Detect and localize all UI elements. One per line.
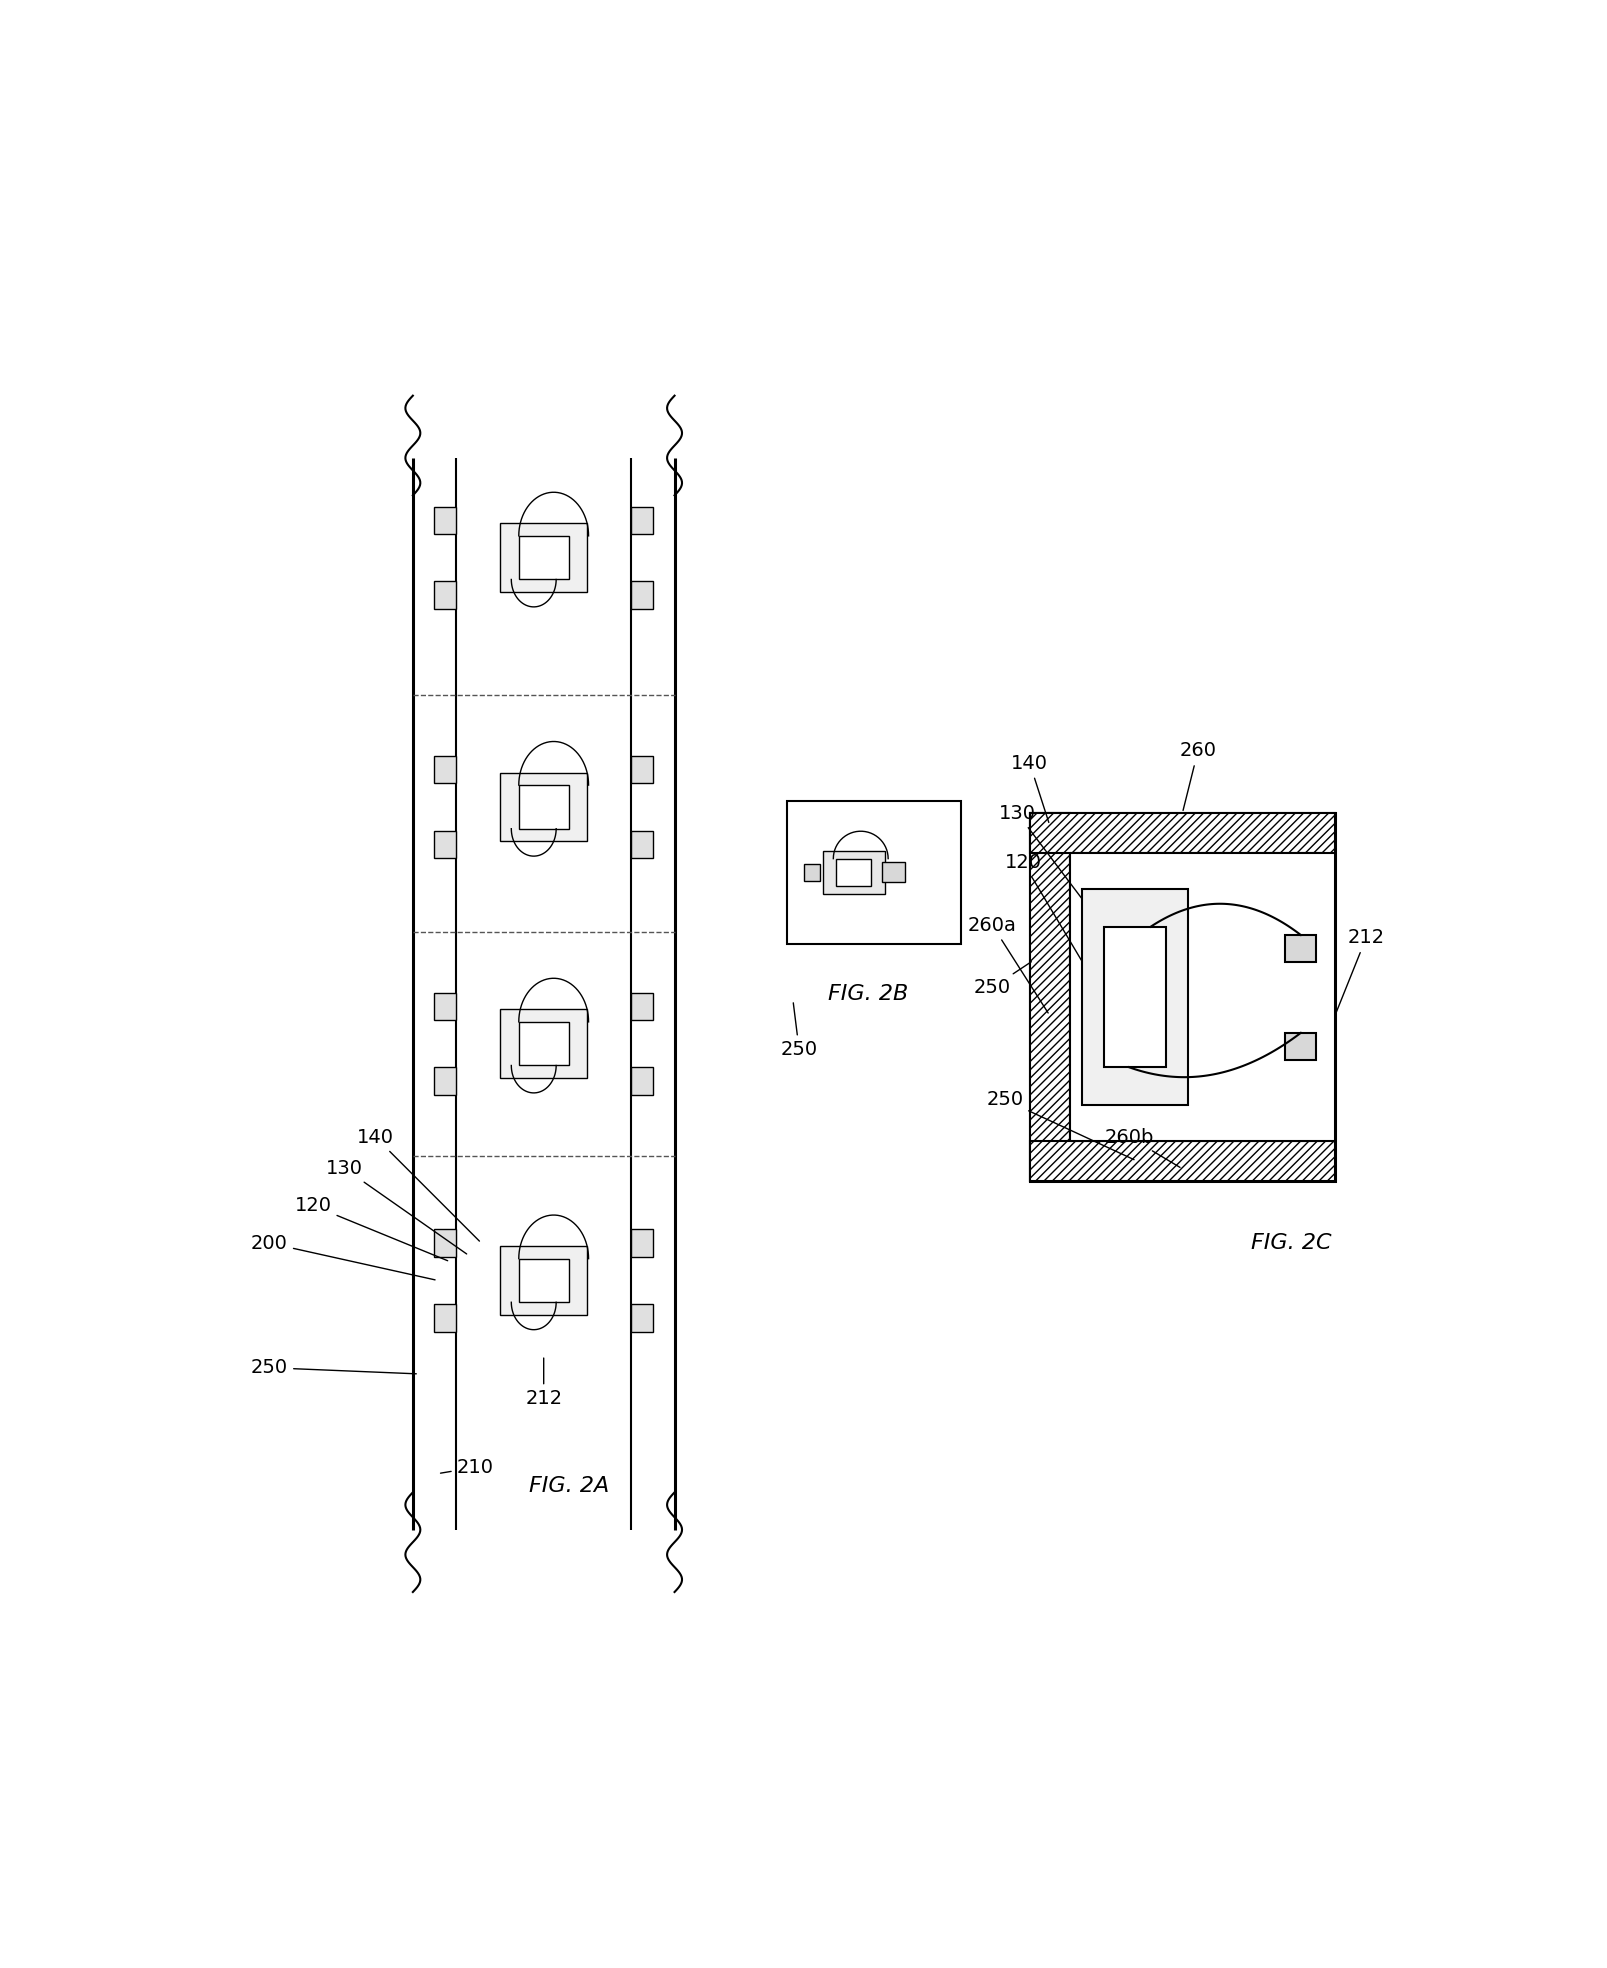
Text: 212: 212 [525, 1358, 562, 1409]
Text: 200: 200 [251, 1234, 435, 1279]
Bar [1284, 935, 1316, 962]
Bar [1028, 1141, 1334, 1181]
Bar [630, 756, 652, 783]
Bar [823, 850, 884, 893]
Text: 260b: 260b [1104, 1128, 1180, 1167]
Text: 120: 120 [1004, 854, 1101, 994]
Text: 130: 130 [326, 1159, 466, 1254]
Bar [434, 756, 456, 783]
Text: 140: 140 [1011, 754, 1048, 823]
Text: 260: 260 [1178, 742, 1216, 811]
Bar [630, 581, 652, 608]
Bar [1284, 1033, 1316, 1061]
Bar [519, 785, 569, 829]
Bar [1082, 890, 1188, 1104]
Text: 140: 140 [357, 1128, 479, 1242]
Text: 250: 250 [251, 1358, 416, 1378]
Text: 130: 130 [998, 803, 1133, 966]
Bar [630, 1230, 652, 1258]
Text: 250: 250 [779, 1004, 818, 1059]
Bar [786, 801, 961, 945]
Text: FIG. 2C: FIG. 2C [1250, 1234, 1331, 1254]
Bar [519, 535, 569, 579]
Bar [1028, 813, 1334, 852]
Bar [519, 1260, 569, 1303]
Bar [500, 523, 587, 592]
Bar [630, 1067, 652, 1094]
Text: FIG. 2B: FIG. 2B [828, 984, 908, 1004]
Bar [1028, 813, 1334, 1181]
Text: 250: 250 [985, 1090, 1133, 1159]
Bar [434, 581, 456, 608]
Text: FIG. 2A: FIG. 2A [529, 1476, 609, 1496]
Bar [1028, 813, 1069, 1181]
Bar [630, 992, 652, 1019]
Bar [630, 506, 652, 533]
Bar [434, 1230, 456, 1258]
Text: 260a: 260a [967, 915, 1048, 1014]
Text: 210: 210 [440, 1458, 493, 1476]
Bar [434, 1067, 456, 1094]
Bar [882, 862, 905, 882]
Text: 120: 120 [294, 1197, 447, 1261]
Bar [630, 1305, 652, 1332]
Bar [836, 858, 871, 886]
Text: 250: 250 [974, 962, 1030, 998]
Bar [500, 773, 587, 840]
Bar [434, 830, 456, 858]
Bar [434, 506, 456, 533]
Bar [1102, 927, 1165, 1067]
Bar [519, 1021, 569, 1065]
Bar [1069, 852, 1321, 1141]
Bar [434, 1305, 456, 1332]
Bar [804, 864, 820, 882]
Text: 212: 212 [1335, 929, 1384, 1014]
Bar [500, 1010, 587, 1078]
Bar [434, 992, 456, 1019]
Bar [630, 830, 652, 858]
Bar [500, 1246, 587, 1315]
